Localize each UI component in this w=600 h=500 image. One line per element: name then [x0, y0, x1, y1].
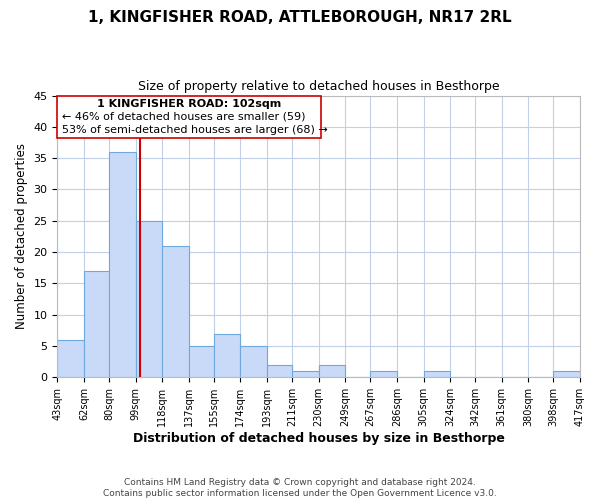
Bar: [162, 246, 189, 378]
Text: 53% of semi-detached houses are larger (68) →: 53% of semi-detached houses are larger (…: [62, 125, 328, 135]
Bar: [292, 371, 319, 378]
Bar: [214, 334, 241, 378]
Text: 1 KINGFISHER ROAD: 102sqm: 1 KINGFISHER ROAD: 102sqm: [97, 98, 281, 108]
FancyBboxPatch shape: [58, 96, 322, 138]
Bar: [84, 271, 109, 378]
Bar: [241, 346, 267, 378]
Bar: [370, 371, 397, 378]
Text: ← 46% of detached houses are smaller (59): ← 46% of detached houses are smaller (59…: [62, 112, 305, 122]
Text: 1, KINGFISHER ROAD, ATTLEBOROUGH, NR17 2RL: 1, KINGFISHER ROAD, ATTLEBOROUGH, NR17 2…: [88, 10, 512, 25]
Bar: [109, 152, 136, 378]
Title: Size of property relative to detached houses in Besthorpe: Size of property relative to detached ho…: [138, 80, 500, 93]
Bar: [553, 371, 580, 378]
X-axis label: Distribution of detached houses by size in Besthorpe: Distribution of detached houses by size …: [133, 432, 505, 445]
Bar: [267, 365, 292, 378]
Bar: [189, 346, 214, 378]
Y-axis label: Number of detached properties: Number of detached properties: [15, 144, 28, 330]
Text: Contains HM Land Registry data © Crown copyright and database right 2024.
Contai: Contains HM Land Registry data © Crown c…: [103, 478, 497, 498]
Bar: [136, 221, 162, 378]
Bar: [58, 340, 84, 378]
Bar: [424, 371, 450, 378]
Bar: [319, 365, 345, 378]
